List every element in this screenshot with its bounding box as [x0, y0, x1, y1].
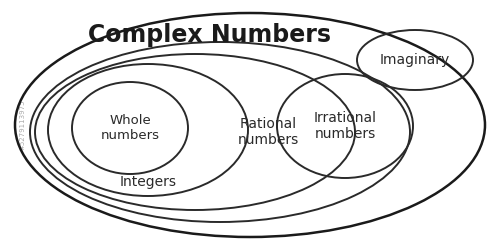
Text: Irrational
numbers: Irrational numbers [314, 111, 376, 141]
Text: Whole
numbers: Whole numbers [100, 114, 160, 142]
Text: Complex Numbers: Complex Numbers [88, 23, 332, 47]
Text: #5279113975: #5279113975 [19, 100, 25, 150]
Text: Rational
numbers: Rational numbers [238, 117, 298, 147]
Text: Imaginary: Imaginary [380, 53, 450, 67]
Text: Integers: Integers [120, 175, 176, 189]
